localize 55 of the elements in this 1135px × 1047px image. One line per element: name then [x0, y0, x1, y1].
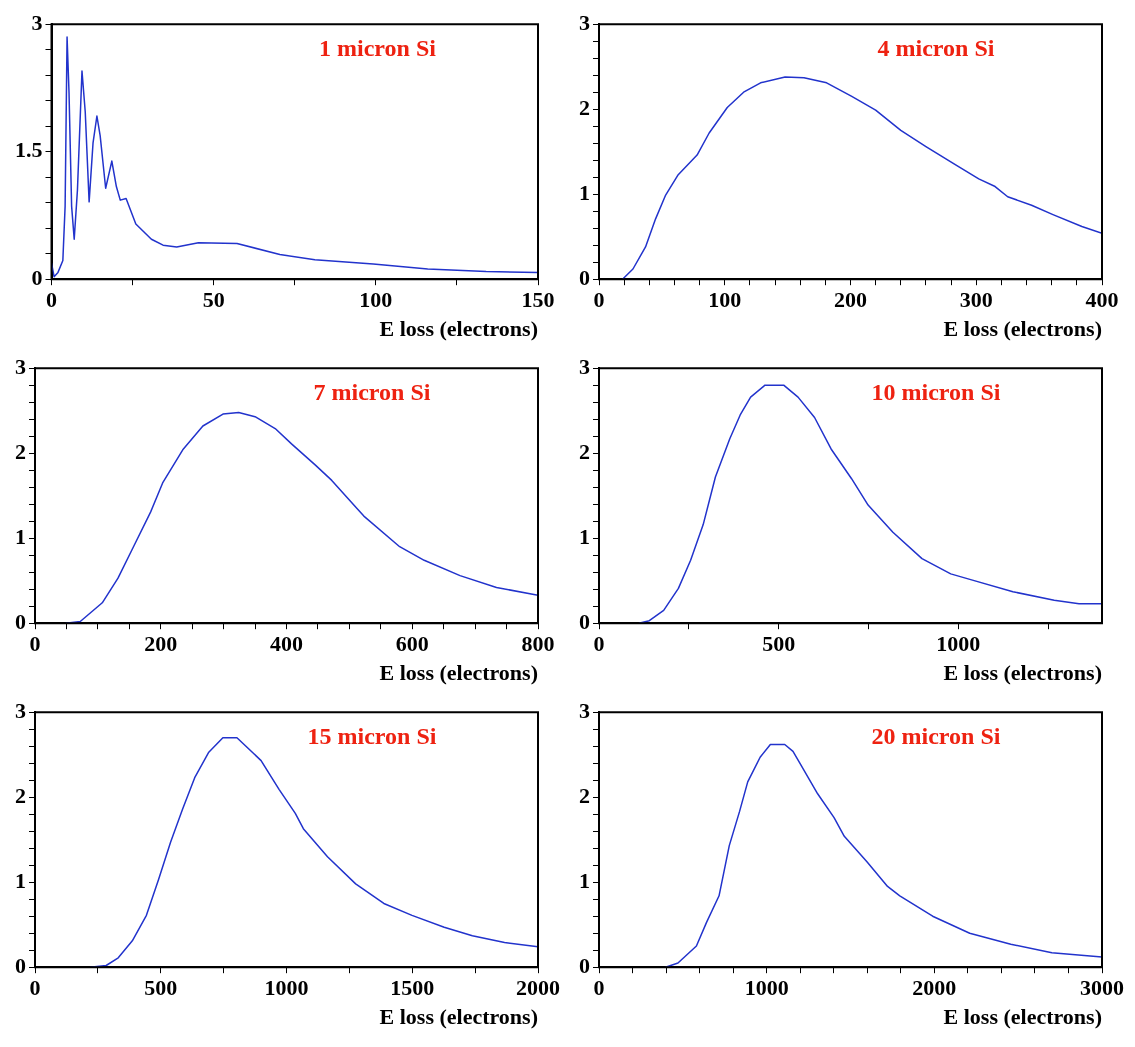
- x-tick-label: 500: [144, 975, 178, 1001]
- chart-title: 4 micron Si: [877, 35, 995, 62]
- x-tick-label: 2000: [912, 975, 957, 1001]
- chart-title: 10 micron Si: [871, 379, 1001, 406]
- x-tick-label: 500: [762, 631, 796, 657]
- x-axis-title: E loss (electrons): [943, 660, 1102, 686]
- chart-title: 20 micron Si: [871, 723, 1001, 750]
- y-tick-label: 1.5: [15, 137, 43, 163]
- y-tick-label: 2: [15, 782, 26, 808]
- y-tick-label: 0: [15, 608, 26, 634]
- x-tick-label: 2000: [516, 975, 560, 1001]
- x-tick-label: 200: [144, 631, 178, 657]
- x-tick-label: 1000: [936, 631, 981, 657]
- x-tick-label: 100: [359, 287, 393, 313]
- y-tick-label: 2: [579, 438, 590, 464]
- y-tick-label: 1: [15, 523, 26, 549]
- x-tick-label: 400: [270, 631, 303, 657]
- y-tick-label: 3: [579, 353, 590, 379]
- y-tick-label: 0: [579, 264, 590, 290]
- y-tick-label: 2: [579, 94, 590, 120]
- chart-title: 1 micron Si: [319, 35, 437, 62]
- chart-title: 7 micron Si: [313, 379, 431, 406]
- y-tick-label: 3: [15, 353, 26, 379]
- x-tick-label: 150: [521, 287, 555, 313]
- x-axis-title: E loss (electrons): [379, 1004, 538, 1030]
- x-tick-label: 1000: [264, 975, 309, 1001]
- x-tick-label: 200: [834, 287, 867, 313]
- y-tick-label: 3: [31, 9, 43, 35]
- y-tick-label: 3: [579, 697, 590, 723]
- x-tick-label: 800: [521, 631, 555, 657]
- y-tick-label: 2: [15, 438, 26, 464]
- y-tick-label: 1: [15, 867, 26, 893]
- chart-title: 15 micron Si: [307, 723, 437, 750]
- y-tick-label: 3: [15, 697, 26, 723]
- y-tick-label: 0: [31, 264, 43, 290]
- x-tick-label: 400: [1085, 287, 1119, 313]
- x-axis-title: E loss (electrons): [379, 660, 538, 686]
- x-tick-label: 100: [708, 287, 742, 313]
- y-tick-label: 0: [579, 608, 590, 634]
- y-tick-label: 0: [579, 952, 590, 978]
- x-tick-label: 3000: [1080, 975, 1124, 1001]
- x-tick-label: 600: [395, 631, 429, 657]
- x-tick-label: 1500: [390, 975, 435, 1001]
- x-axis-title: E loss (electrons): [379, 316, 538, 342]
- x-tick-label: 1000: [744, 975, 789, 1001]
- y-tick-label: 1: [579, 179, 590, 205]
- x-axis-title: E loss (electrons): [943, 316, 1102, 342]
- y-tick-label: 1: [579, 523, 590, 549]
- y-tick-label: 2: [579, 782, 590, 808]
- x-tick-label: 50: [202, 287, 225, 313]
- x-tick-label: 300: [959, 287, 993, 313]
- y-tick-label: 1: [579, 867, 590, 893]
- y-tick-label: 3: [579, 9, 590, 35]
- x-axis-title: E loss (electrons): [943, 1004, 1102, 1030]
- y-tick-label: 0: [15, 952, 26, 978]
